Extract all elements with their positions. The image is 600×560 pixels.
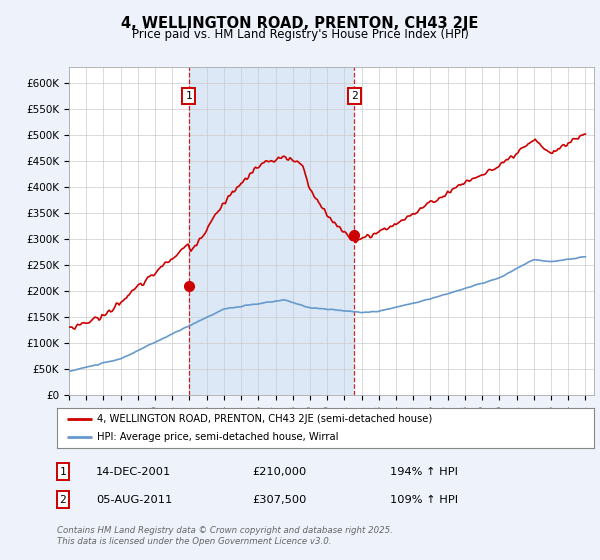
Text: 4, WELLINGTON ROAD, PRENTON, CH43 2JE (semi-detached house): 4, WELLINGTON ROAD, PRENTON, CH43 2JE (s… <box>97 414 433 423</box>
Text: 05-AUG-2011: 05-AUG-2011 <box>96 494 172 505</box>
Text: 14-DEC-2001: 14-DEC-2001 <box>96 466 171 477</box>
Text: 109% ↑ HPI: 109% ↑ HPI <box>390 494 458 505</box>
Text: £307,500: £307,500 <box>252 494 307 505</box>
Text: £210,000: £210,000 <box>252 466 306 477</box>
Text: 2: 2 <box>351 91 358 101</box>
Text: 194% ↑ HPI: 194% ↑ HPI <box>390 466 458 477</box>
Text: 4, WELLINGTON ROAD, PRENTON, CH43 2JE: 4, WELLINGTON ROAD, PRENTON, CH43 2JE <box>121 16 479 31</box>
Text: 2: 2 <box>59 494 67 505</box>
Text: 1: 1 <box>185 91 192 101</box>
Text: Price paid vs. HM Land Registry's House Price Index (HPI): Price paid vs. HM Land Registry's House … <box>131 28 469 41</box>
Text: Contains HM Land Registry data © Crown copyright and database right 2025.
This d: Contains HM Land Registry data © Crown c… <box>57 526 393 546</box>
Bar <box>188 67 355 395</box>
Text: HPI: Average price, semi-detached house, Wirral: HPI: Average price, semi-detached house,… <box>97 432 339 442</box>
Text: 1: 1 <box>59 466 67 477</box>
